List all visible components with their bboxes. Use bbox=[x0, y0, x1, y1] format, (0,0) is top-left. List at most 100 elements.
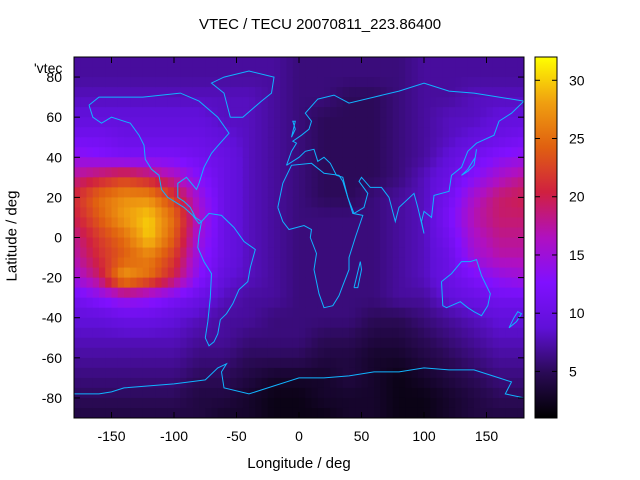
heatmap-cell bbox=[111, 317, 119, 329]
heatmap-cell bbox=[117, 347, 125, 359]
heatmap-cell bbox=[386, 127, 394, 138]
heatmap-cell bbox=[336, 187, 344, 198]
heatmap-cell bbox=[111, 267, 119, 279]
x-tick-label: -150 bbox=[97, 428, 125, 444]
heatmap-cell bbox=[274, 367, 281, 379]
heatmap-cell bbox=[286, 287, 294, 299]
heatmap-cell bbox=[124, 77, 131, 88]
heatmap-cell bbox=[105, 97, 113, 108]
heatmap-cell bbox=[380, 307, 388, 319]
heatmap-cell bbox=[330, 337, 338, 349]
heatmap-cell bbox=[480, 127, 488, 138]
heatmap-cell bbox=[105, 407, 113, 418]
heatmap-cell bbox=[111, 297, 119, 309]
heatmap-cell bbox=[92, 67, 100, 78]
heatmap-cell bbox=[74, 207, 81, 219]
heatmap-cell bbox=[492, 217, 500, 229]
heatmap-cell bbox=[267, 397, 275, 409]
heatmap-cell bbox=[474, 177, 481, 188]
heatmap-cell bbox=[380, 257, 388, 269]
heatmap-cell bbox=[411, 397, 419, 409]
heatmap-cell bbox=[199, 67, 206, 78]
heatmap-cell bbox=[336, 57, 344, 68]
heatmap-cell bbox=[461, 407, 469, 418]
heatmap-cell bbox=[242, 127, 250, 138]
heatmap-cell bbox=[461, 77, 469, 88]
heatmap-cell bbox=[517, 247, 524, 259]
heatmap-cell bbox=[242, 407, 250, 418]
heatmap-cell bbox=[480, 317, 488, 329]
heatmap-cell bbox=[261, 387, 269, 399]
heatmap-cell bbox=[417, 167, 425, 178]
heatmap-cell bbox=[186, 327, 194, 339]
heatmap-cell bbox=[161, 67, 169, 78]
heatmap-cell bbox=[280, 107, 288, 118]
heatmap-cell bbox=[442, 287, 450, 299]
heatmap-cell bbox=[236, 337, 244, 349]
heatmap-cell bbox=[211, 107, 219, 118]
heatmap-cell bbox=[149, 127, 156, 138]
heatmap-cell bbox=[505, 137, 513, 148]
heatmap-cell bbox=[86, 127, 94, 138]
heatmap-cell bbox=[349, 57, 356, 68]
heatmap-cell bbox=[99, 127, 106, 138]
heatmap-cell bbox=[449, 277, 456, 289]
heatmap-cell bbox=[167, 357, 175, 369]
heatmap-cell bbox=[74, 277, 81, 289]
heatmap-cell bbox=[399, 247, 406, 259]
heatmap-cell bbox=[517, 127, 524, 138]
heatmap-cell bbox=[161, 207, 169, 219]
heatmap-cell bbox=[492, 207, 500, 219]
heatmap-cell bbox=[192, 307, 200, 319]
heatmap-cell bbox=[99, 257, 106, 269]
heatmap-cell bbox=[324, 217, 331, 229]
heatmap-cell bbox=[242, 177, 250, 188]
heatmap-cell bbox=[105, 307, 113, 319]
heatmap-cell bbox=[142, 117, 150, 128]
heatmap-cell bbox=[467, 387, 475, 399]
heatmap-cell bbox=[224, 117, 231, 128]
heatmap-cell bbox=[355, 337, 363, 349]
heatmap-cell bbox=[417, 127, 425, 138]
heatmap-cell bbox=[505, 277, 513, 289]
heatmap-cell bbox=[330, 97, 338, 108]
heatmap-cell bbox=[167, 257, 175, 269]
heatmap-cell bbox=[299, 407, 306, 418]
heatmap-cell bbox=[461, 217, 469, 229]
heatmap-cell bbox=[399, 77, 406, 88]
heatmap-cell bbox=[305, 227, 313, 239]
heatmap-cell bbox=[230, 97, 238, 108]
heatmap-cell bbox=[330, 247, 338, 259]
heatmap-cell bbox=[467, 207, 475, 219]
heatmap-cell bbox=[280, 137, 288, 148]
heatmap-cell bbox=[299, 107, 306, 118]
heatmap-cell bbox=[330, 207, 338, 219]
heatmap-cell bbox=[467, 127, 475, 138]
heatmap-cell bbox=[180, 387, 188, 399]
heatmap-cell bbox=[211, 397, 219, 409]
heatmap-cell bbox=[505, 97, 513, 108]
heatmap-cell bbox=[405, 267, 413, 279]
heatmap-cell bbox=[149, 387, 156, 399]
heatmap-cell bbox=[392, 157, 400, 168]
heatmap-cell bbox=[517, 107, 524, 118]
heatmap-cell bbox=[86, 237, 94, 249]
heatmap-cell bbox=[405, 357, 413, 369]
heatmap-cell bbox=[255, 217, 263, 229]
heatmap-cell bbox=[86, 207, 94, 219]
heatmap-cell bbox=[380, 377, 388, 389]
heatmap-cell bbox=[124, 287, 131, 299]
x-tick-label: -50 bbox=[226, 428, 246, 444]
heatmap-cell bbox=[505, 187, 513, 198]
heatmap-cell bbox=[155, 387, 163, 399]
coastline-path bbox=[210, 70, 275, 118]
heatmap-cell bbox=[511, 117, 519, 128]
heatmap-cell bbox=[436, 227, 444, 239]
heatmap-cell bbox=[380, 387, 388, 399]
heatmap-cell bbox=[161, 157, 169, 168]
heatmap-cell bbox=[386, 67, 394, 78]
heatmap-cell bbox=[274, 87, 281, 98]
heatmap-cell bbox=[242, 367, 250, 379]
heatmap-cell bbox=[86, 137, 94, 148]
heatmap-cell bbox=[180, 127, 188, 138]
